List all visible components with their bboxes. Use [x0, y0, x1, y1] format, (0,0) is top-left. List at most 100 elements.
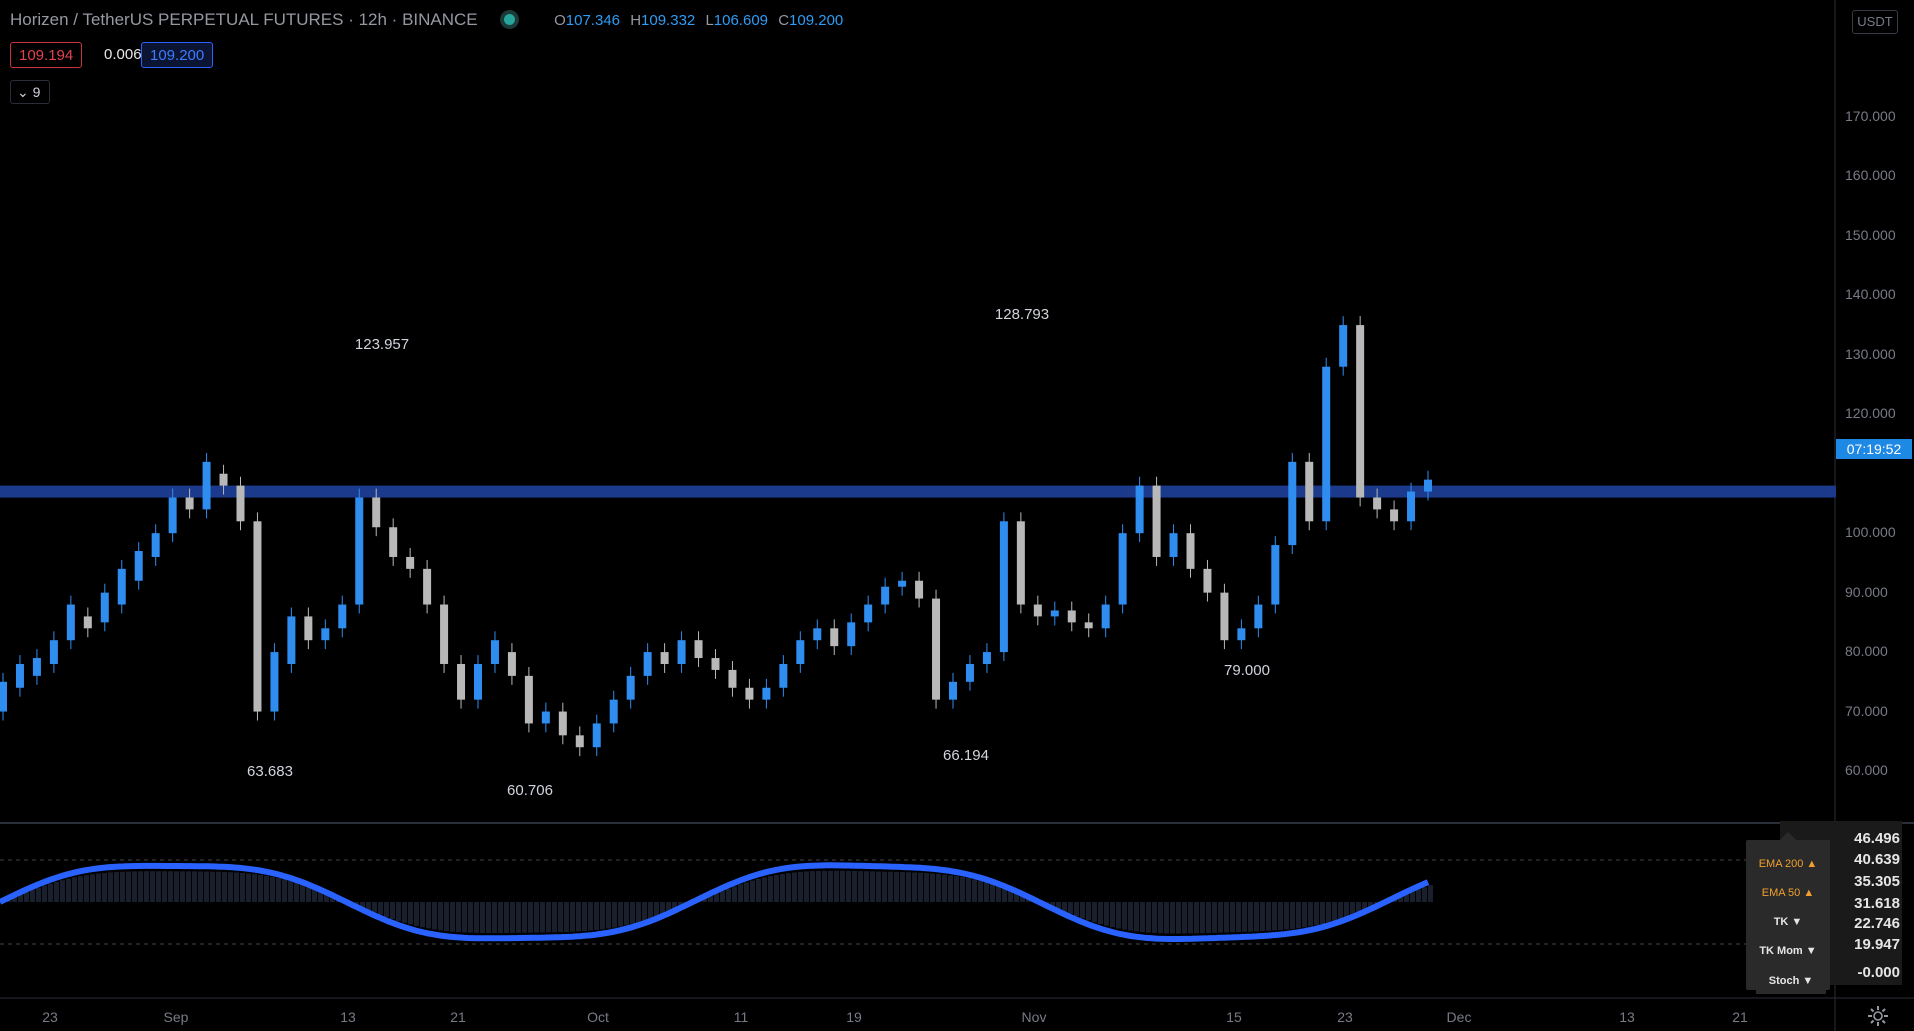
candle-body — [1169, 533, 1178, 557]
osc-histogram-bar — [432, 902, 437, 930]
osc-histogram-bar — [804, 871, 809, 902]
osc-histogram-bar — [156, 871, 161, 902]
osc-histogram-bar — [1020, 894, 1025, 902]
gear-icon[interactable] — [1866, 1004, 1890, 1028]
osc-histogram-bar — [960, 877, 965, 902]
osc-histogram-bar — [48, 883, 53, 902]
osc-histogram-bar — [1152, 902, 1157, 934]
extremum-label: 128.793 — [994, 306, 1050, 323]
osc-histogram-bar — [222, 871, 227, 902]
legend-tk-mom[interactable]: TK Mom ▼ — [1759, 945, 1817, 957]
chevron-down-icon: ⌄ — [17, 84, 29, 100]
osc-histogram-bar — [840, 870, 845, 902]
osc-histogram-bar — [108, 872, 113, 902]
osc-histogram-bar — [666, 902, 671, 913]
candle-body — [253, 521, 262, 712]
candle-body — [915, 580, 924, 599]
candle-body — [796, 640, 805, 664]
osc-histogram-bar — [1080, 902, 1085, 919]
candle-body — [338, 604, 347, 629]
osc-histogram-bar — [396, 902, 401, 921]
osc-histogram-bar — [354, 902, 359, 906]
osc-histogram-bar — [864, 871, 869, 902]
candle-body — [881, 586, 890, 605]
open-value: 107.346 — [565, 12, 621, 29]
candle-body — [168, 497, 177, 534]
currency-label[interactable]: USDT — [1852, 10, 1898, 34]
osc-histogram-bar — [876, 871, 881, 902]
osc-histogram-bar — [618, 902, 623, 927]
candle-body — [219, 473, 228, 486]
osc-histogram-bar — [486, 902, 491, 934]
osc-histogram-bar — [546, 902, 551, 933]
osc-histogram-bar — [78, 876, 83, 902]
osc-histogram-bar — [858, 871, 863, 902]
osc-histogram-bar — [1224, 902, 1229, 933]
price-tick: 60.000 — [1845, 762, 1888, 778]
candle-body — [117, 568, 126, 605]
osc-histogram-bar — [192, 871, 197, 902]
indicator-legend-panel[interactable]: EMA 200 ▲ EMA 50 ▲ TK ▼ TK Mom ▼ — [1746, 832, 1830, 990]
osc-histogram-bar — [1104, 902, 1109, 926]
osc-histogram-bar — [660, 902, 665, 915]
osc-histogram-bar — [234, 872, 239, 902]
osc-histogram-bar — [1350, 902, 1355, 916]
osc-histogram-bar — [1218, 902, 1223, 933]
osc-histogram-bar — [324, 892, 329, 902]
low-label: L — [705, 12, 714, 29]
legend-stoch[interactable]: Stoch ▼ — [1756, 968, 1826, 994]
candle-body — [490, 640, 499, 664]
symbol-title[interactable]: Horizen / TetherUS PERPETUAL FUTURES · 1… — [10, 10, 478, 29]
osc-histogram-bar — [1068, 902, 1073, 914]
legend-ema200[interactable]: EMA 200 ▲ — [1758, 858, 1818, 870]
candle-body — [1271, 545, 1280, 605]
osc-histogram-bar — [762, 877, 767, 902]
osc-histogram-bar — [1422, 887, 1427, 902]
price-tick: 70.000 — [1845, 702, 1888, 719]
price-tick: 80.000 — [1845, 643, 1888, 660]
time-tick: Oct — [587, 1009, 609, 1025]
osc-histogram-bar — [1062, 902, 1067, 912]
osc-histogram-bar — [462, 902, 467, 933]
extremum-label: 63.683 — [247, 763, 293, 780]
osc-histogram-bar — [1212, 902, 1217, 933]
osc-histogram-bar — [1302, 902, 1307, 928]
collapse-indicators-button[interactable]: ⌄ 9 — [10, 80, 50, 104]
ohlc-readout: O107.346 H109.332 L106.609 C109.200 — [548, 12, 843, 29]
osc-histogram-bar — [600, 902, 605, 930]
candle-body — [694, 640, 703, 659]
osc-histogram-bar — [534, 902, 539, 933]
osc-histogram-bar — [636, 902, 641, 923]
indicator-count: 9 — [32, 84, 41, 100]
candle-body — [932, 598, 941, 700]
legend-ema50[interactable]: EMA 50 ▲ — [1761, 887, 1815, 899]
candle-body — [355, 497, 364, 605]
osc-histogram-bar — [66, 878, 71, 902]
osc-histogram-bar — [1188, 902, 1193, 934]
osc-histogram-bar — [1206, 902, 1211, 933]
osc-histogram-bar — [120, 871, 125, 902]
buy-button[interactable]: 109.200 — [141, 42, 214, 68]
osc-histogram-bar — [384, 902, 389, 917]
osc-histogram-bar — [228, 872, 233, 902]
sell-button[interactable]: 109.194 — [10, 42, 83, 68]
osc-histogram-bar — [1134, 902, 1139, 932]
osc-histogram-bar — [792, 872, 797, 902]
osc-histogram-bar — [450, 902, 455, 932]
candle-body — [304, 616, 313, 641]
osc-histogram-bar — [1164, 902, 1169, 934]
osc-histogram-bar — [1242, 902, 1247, 932]
price-tick: 170.000 — [1845, 108, 1896, 124]
osc-histogram-bar — [204, 871, 209, 902]
candle-body — [372, 497, 381, 528]
candle-body — [982, 652, 991, 664]
oscillator-value: 40.639 — [1854, 851, 1900, 868]
osc-histogram-bar — [966, 878, 971, 902]
legend-tk[interactable]: TK ▼ — [1773, 916, 1803, 928]
osc-histogram-bar — [30, 889, 35, 902]
candle-body — [847, 622, 856, 647]
close-value: 109.200 — [789, 12, 844, 29]
candle-body — [185, 497, 194, 510]
